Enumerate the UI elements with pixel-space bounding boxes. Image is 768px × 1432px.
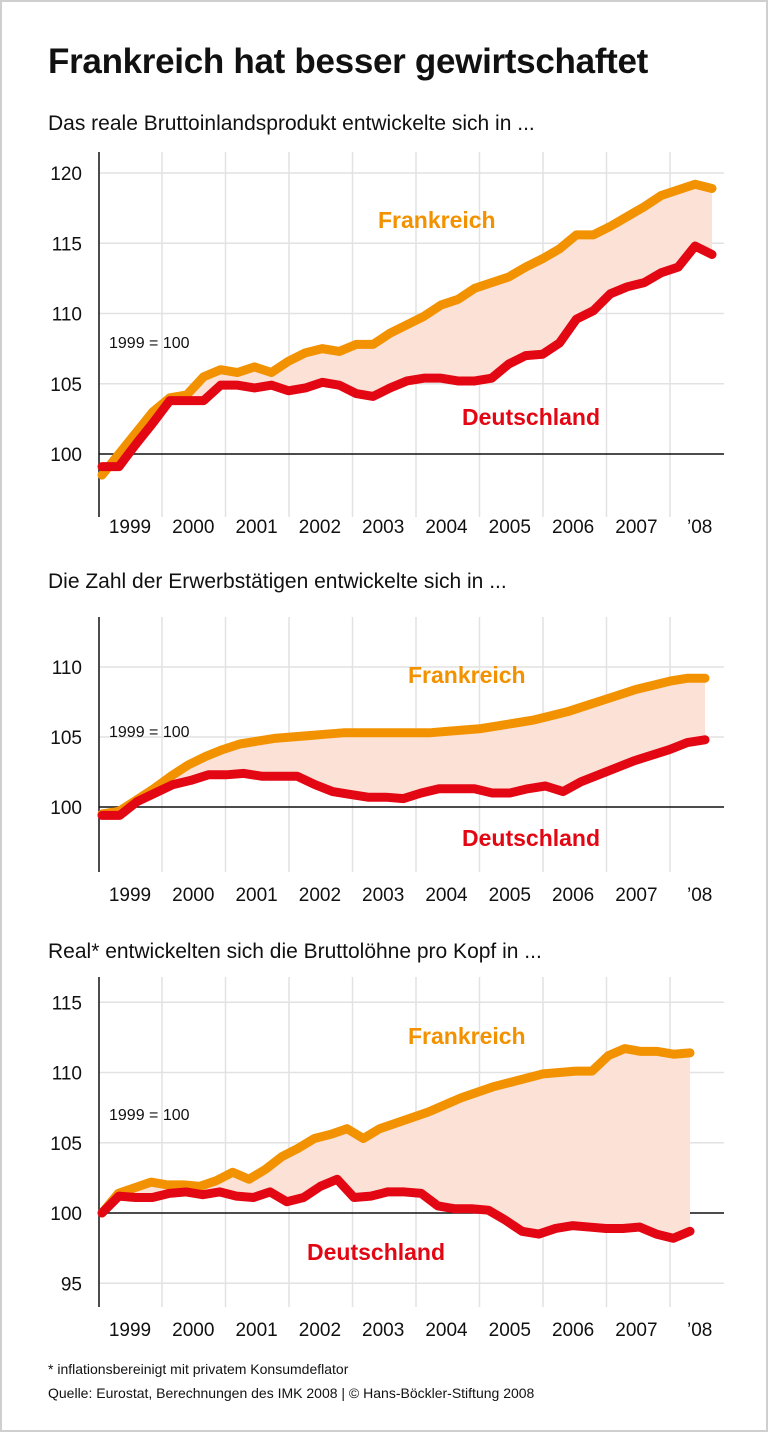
x-tick-label: 1999 [109, 1320, 151, 1341]
chart-3: 95 100 105 110 115 1999 2000 2001 2002 2003 2004 20… [50, 977, 724, 1341]
x-tick-label: 2003 [362, 1320, 404, 1341]
x-tick-label: 2004 [425, 517, 468, 538]
series-line-frankreich [97, 673, 710, 819]
series-label-deutschland: Deutschland [307, 1239, 445, 1265]
series-line-deutschland [97, 1174, 695, 1243]
chart-3-title: Real* entwickelten sich die Bruttolöhne … [48, 940, 542, 963]
page-title: Frankreich hat besser gewirtschaftet [48, 42, 648, 81]
x-tick-label: 2000 [172, 517, 214, 538]
x-tick-label: 2003 [362, 885, 404, 906]
series-label-frankreich: Frankreich [408, 1023, 526, 1049]
x-tick-label: 2004 [425, 885, 468, 906]
chart-1: 100 105 110 115 120 1999 2000 2001 2002 2003 2004 2… [50, 152, 724, 538]
y-tick-label: 110 [52, 658, 82, 679]
y-tick-label: 110 [52, 305, 82, 326]
x-tick-label: 1999 [109, 885, 151, 906]
chart-1-title: Das reale Bruttoinlandsprodukt entwickel… [48, 112, 535, 135]
x-tick-label: 2005 [489, 885, 531, 906]
chart-2-title: Die Zahl der Erwerbstätigen entwickelte … [48, 570, 507, 593]
x-tick-label: ’08 [687, 1320, 712, 1341]
series-label-deutschland: Deutschland [462, 404, 600, 430]
y-tick-label: 115 [52, 234, 82, 255]
x-tick-label: ’08 [687, 517, 712, 538]
x-tick-label: ’08 [687, 885, 712, 906]
index-base-note: 1999 = 100 [109, 1107, 190, 1124]
x-tick-label: 2006 [552, 1320, 594, 1341]
y-tick-label: 120 [50, 164, 82, 185]
chart-2: 100 105 110 1999 2000 2001 2002 2003 2004 2005 200… [50, 617, 724, 906]
y-tick-label: 105 [50, 1134, 82, 1155]
x-tick-label: 2002 [299, 1320, 341, 1341]
gap-area [102, 678, 705, 816]
footnote-deflator: * inflationsbereinigt mit privatem Konsu… [48, 1361, 349, 1377]
x-tick-label: 2002 [299, 885, 341, 906]
x-tick-label: 2002 [299, 517, 341, 538]
x-tick-label: 2001 [235, 1320, 277, 1341]
y-tick-label: 100 [50, 445, 82, 466]
index-base-note: 1999 = 100 [109, 335, 190, 352]
index-base-note: 1999 = 100 [109, 724, 190, 741]
x-tick-label: 2000 [172, 1320, 214, 1341]
x-tick-label: 2001 [235, 517, 277, 538]
y-tick-label: 105 [50, 375, 82, 396]
series-label-deutschland: Deutschland [462, 825, 600, 851]
x-tick-label: 2007 [615, 517, 657, 538]
gap-area [102, 1048, 690, 1239]
y-tick-label: 105 [50, 728, 82, 749]
x-tick-label: 2007 [615, 885, 657, 906]
x-tick-label: 2000 [172, 885, 214, 906]
x-tick-label: 2004 [425, 1320, 468, 1341]
x-tick-label: 2007 [615, 1320, 657, 1341]
y-tick-label: 100 [50, 1204, 82, 1225]
x-tick-label: 2003 [362, 517, 404, 538]
footnote-source: Quelle: Eurostat, Berechnungen des IMK 2… [48, 1385, 535, 1401]
x-tick-label: 2001 [235, 885, 277, 906]
y-tick-label: 115 [52, 993, 82, 1014]
x-tick-label: 1999 [109, 517, 151, 538]
x-tick-label: 2005 [489, 1320, 531, 1341]
series-label-frankreich: Frankreich [408, 662, 526, 688]
series-label-frankreich: Frankreich [378, 207, 496, 233]
x-tick-label: 2005 [489, 517, 531, 538]
y-tick-label: 95 [61, 1274, 82, 1295]
x-tick-label: 2006 [552, 885, 594, 906]
x-tick-label: 2006 [552, 517, 594, 538]
y-tick-label: 100 [50, 798, 82, 819]
y-tick-label: 110 [52, 1064, 82, 1085]
